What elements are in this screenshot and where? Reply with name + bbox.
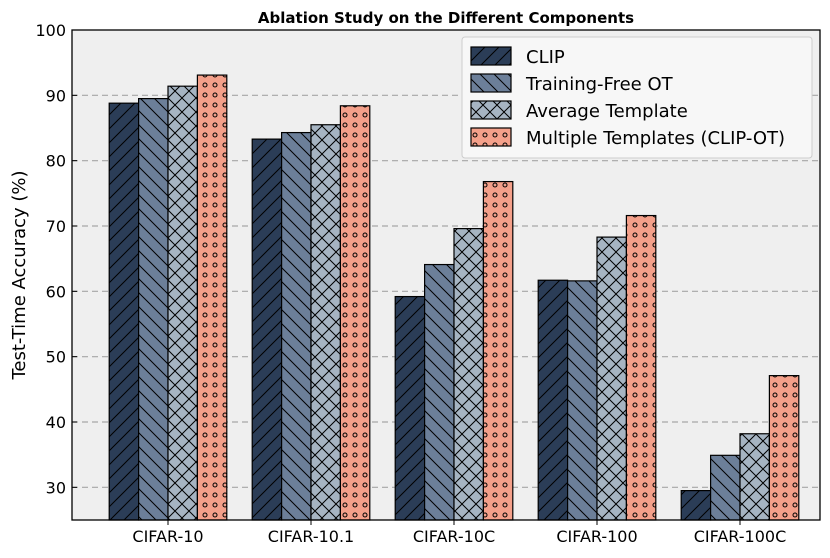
bars xyxy=(108,74,800,521)
bar-cifar-10c-average-template xyxy=(453,228,484,521)
legend-label: Average Template xyxy=(526,101,688,122)
bar-hatch xyxy=(196,74,228,521)
bar-hatch xyxy=(424,263,455,521)
legend-label: Training-Free OT xyxy=(525,74,674,95)
legend-swatch xyxy=(470,46,512,66)
plot-frame xyxy=(71,29,821,521)
chart-title: Ablation Study on the Different Componen… xyxy=(258,9,634,27)
legend-swatch xyxy=(470,100,512,120)
legend-label: CLIP xyxy=(526,47,565,68)
bar-cifar-10-clip xyxy=(108,102,140,521)
bar-cifar-10c-clip xyxy=(394,295,426,521)
bar-cifar-10-1-clip xyxy=(251,138,283,521)
bar-hatch xyxy=(709,454,741,521)
x-tick-label: CIFAR-10C xyxy=(413,527,495,546)
bar-cifar-10-training-free-ot xyxy=(138,97,169,521)
bar-cifar-100-training-free-ot xyxy=(566,280,598,521)
y-tick-label: 80 xyxy=(46,152,66,171)
legend-box xyxy=(461,36,813,159)
bar-cifar-10-1-multiple-templates-clip-ot- xyxy=(339,105,371,521)
bar-cifar-10-average-template xyxy=(167,85,198,521)
bar-hatch xyxy=(768,375,800,521)
bar-hatch xyxy=(453,228,484,521)
x-tick-label: CIFAR-100 xyxy=(556,527,637,546)
bar-hatch xyxy=(394,295,426,521)
legend-label: Multiple Templates (CLIP-OT) xyxy=(526,128,785,149)
bar-cifar-100-multiple-templates-clip-ot- xyxy=(625,214,657,521)
bar-cifar-10-multiple-templates-clip-ot- xyxy=(196,74,228,521)
bar-hatch xyxy=(482,180,514,521)
bar-cifar-10-1-training-free-ot xyxy=(281,131,312,521)
y-axis-ticks: 30 40 50 60 70 80 90 100 xyxy=(35,21,77,497)
y-tick-label: 30 xyxy=(46,478,66,497)
bar-cifar-100-average-template xyxy=(596,236,627,521)
x-axis-ticks: CIFAR-10 CIFAR-10.1 CIFAR-10C CIFAR-100 CIFA… xyxy=(132,520,786,546)
bar-cifar-100c-clip xyxy=(680,490,712,521)
bar-hatch xyxy=(739,433,770,521)
x-tick-label: CIFAR-10 xyxy=(132,527,203,546)
bar-hatch xyxy=(310,124,341,521)
bar-cifar-100-clip xyxy=(537,279,569,521)
x-tick-label: CIFAR-10.1 xyxy=(268,527,354,546)
bar-hatch xyxy=(680,490,712,521)
legend: CLIP Training-Free OT Average Template Mult… xyxy=(461,36,813,159)
bar-hatch xyxy=(281,131,312,521)
y-tick-label: 100 xyxy=(35,21,66,40)
y-axis-label: Test-Time Accuracy (%) xyxy=(9,170,30,380)
bar-hatch xyxy=(167,85,198,521)
bar-cifar-10-1-average-template xyxy=(310,124,341,521)
bar-cifar-100c-multiple-templates-clip-ot- xyxy=(768,375,800,521)
bar-hatch xyxy=(566,280,598,521)
bar-hatch xyxy=(625,214,657,521)
bar-cifar-10c-training-free-ot xyxy=(424,263,455,521)
y-tick-label: 60 xyxy=(46,282,66,301)
bar-hatch xyxy=(339,105,371,521)
bar-hatch xyxy=(108,102,140,521)
bar-cifar-100c-average-template xyxy=(739,433,770,521)
y-tick-label: 40 xyxy=(46,413,66,432)
y-tick-label: 50 xyxy=(46,348,66,367)
y-tick-label: 90 xyxy=(46,86,66,105)
legend-swatch xyxy=(470,73,512,93)
bar-hatch xyxy=(596,236,627,521)
y-tick-label: 70 xyxy=(46,217,66,236)
x-tick-label: CIFAR-100C xyxy=(694,527,787,546)
bar-hatch xyxy=(537,279,569,521)
bar-hatch xyxy=(251,138,283,521)
bar-cifar-100c-training-free-ot xyxy=(709,454,741,521)
bar-hatch xyxy=(138,97,169,521)
bar-cifar-10c-multiple-templates-clip-ot- xyxy=(482,180,514,521)
legend-swatch xyxy=(470,127,512,147)
